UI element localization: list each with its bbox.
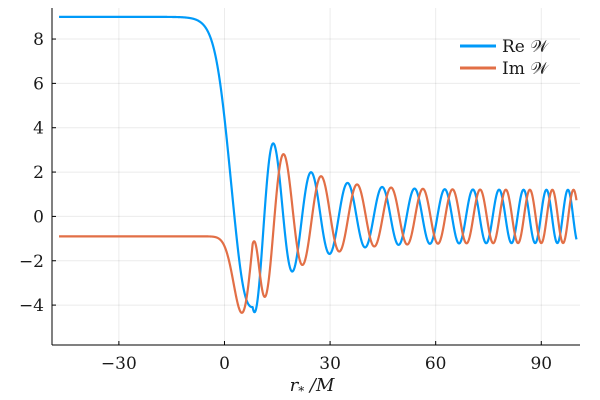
axes xyxy=(51,8,580,346)
x-tick-label: 30 xyxy=(319,354,341,374)
y-tick-label: 2 xyxy=(33,163,44,183)
grid xyxy=(52,8,580,345)
x-tick-label: 0 xyxy=(219,354,230,374)
y-tick-label: −4 xyxy=(19,296,44,316)
y-tick-label: 8 xyxy=(33,30,44,50)
y-tick-label: 6 xyxy=(33,74,44,94)
series-lines xyxy=(58,15,578,314)
series-line-im xyxy=(58,153,578,314)
y-tick-label: 4 xyxy=(33,119,44,139)
tick-labels: −30 0 30 60 90 −4 −2 0 2 4 6 8 xyxy=(19,30,552,374)
y-tick-label: 0 xyxy=(33,207,44,227)
legend-label: Im 𝒲 xyxy=(502,59,550,79)
x-tick-label: 90 xyxy=(530,354,552,374)
x-axis-label: r* /M xyxy=(290,375,335,398)
legend-label: Re 𝒲 xyxy=(502,37,550,57)
x-tick-label: −30 xyxy=(101,354,137,374)
legend: Re 𝒲Im 𝒲 xyxy=(460,37,550,79)
x-tick-label: 60 xyxy=(425,354,447,374)
y-tick-label: −2 xyxy=(19,252,44,272)
